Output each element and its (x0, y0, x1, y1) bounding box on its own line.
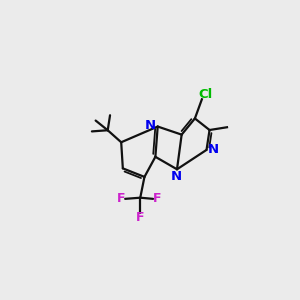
Text: F: F (153, 192, 161, 206)
Text: N: N (171, 170, 182, 183)
Text: N: N (208, 143, 219, 156)
Text: F: F (136, 211, 145, 224)
Text: Cl: Cl (198, 88, 212, 101)
Text: N: N (145, 119, 156, 132)
Text: F: F (117, 192, 125, 206)
